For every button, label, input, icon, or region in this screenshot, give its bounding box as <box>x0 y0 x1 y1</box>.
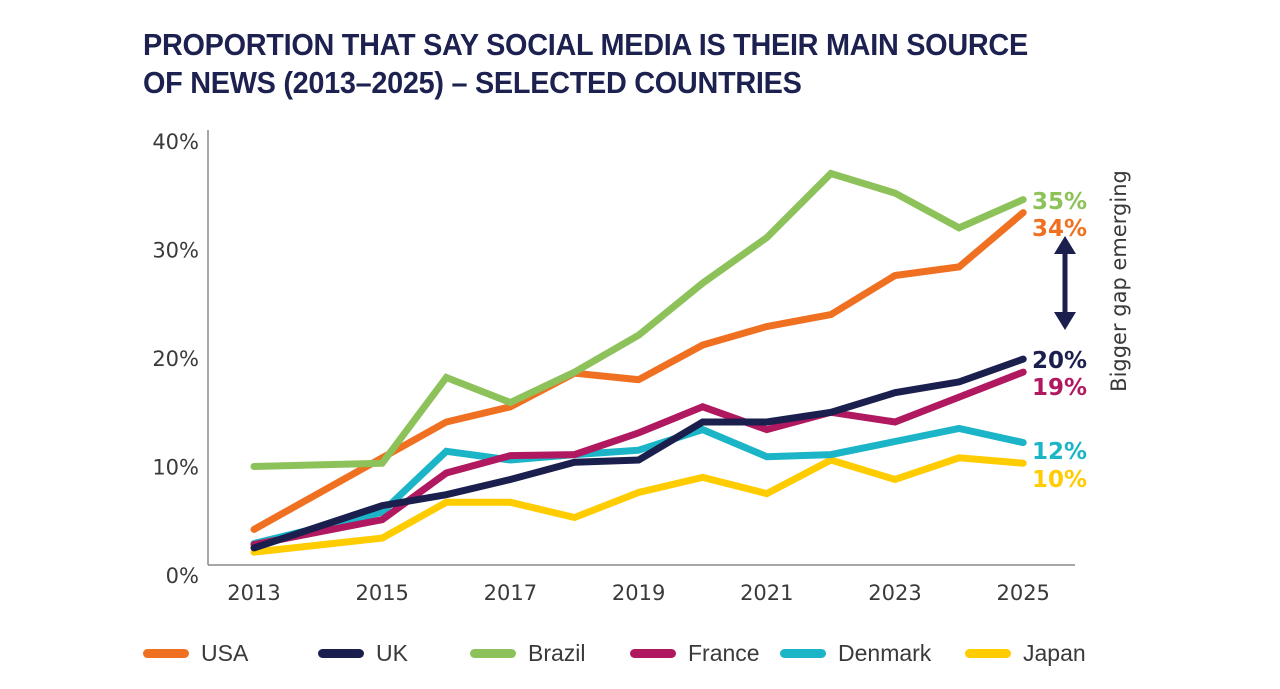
legend-label: France <box>688 639 760 666</box>
legend-item-denmark: Denmark <box>780 636 931 670</box>
gap-annotation-text: Bigger gap emerging <box>1107 170 1131 392</box>
legend-label: USA <box>201 639 249 666</box>
x-tick-label: 2015 <box>355 581 408 605</box>
gap-arrow-head-up-icon <box>1054 236 1076 254</box>
end-label-usa: 34% <box>1032 216 1087 242</box>
end-label-brazil: 35% <box>1032 189 1087 215</box>
legend-item-japan: Japan <box>965 636 1086 670</box>
y-tick-label: 30% <box>152 239 199 263</box>
legend-item-usa: USA <box>143 636 248 670</box>
y-tick-label: 0% <box>166 564 199 588</box>
legend-label: Japan <box>1023 639 1086 666</box>
y-tick-label: 10% <box>152 456 199 480</box>
y-axis-ticks: 0% 10% 20% 30% 40% <box>152 130 199 588</box>
x-axis-ticks: 2013 2015 2017 2019 2021 2023 2025 <box>227 581 1050 605</box>
y-tick-label: 20% <box>152 347 199 371</box>
legend-item-uk: UK <box>318 636 408 670</box>
x-tick-label: 2017 <box>484 581 537 605</box>
end-label-uk: 20% <box>1032 348 1087 374</box>
legend: USA UK Brazil France Denmark Japan <box>0 636 1280 670</box>
legend-swatch <box>965 648 1011 658</box>
x-tick-label: 2025 <box>996 581 1049 605</box>
legend-item-brazil: Brazil <box>470 636 586 670</box>
series-line-uk <box>250 355 1027 552</box>
legend-swatch <box>470 648 516 658</box>
series-line-brazil <box>250 169 1027 470</box>
legend-swatch <box>630 648 676 658</box>
legend-swatch <box>318 648 364 658</box>
series-line-japan <box>250 454 1027 556</box>
legend-item-france: France <box>630 636 760 670</box>
y-tick-label: 40% <box>152 130 199 154</box>
chart-title-line-1: PROPORTION THAT SAY SOCIAL MEDIA IS THEI… <box>143 27 1028 62</box>
chart-title-line-2: OF NEWS (2013–2025) – SELECTED COUNTRIES <box>143 65 802 100</box>
series-lines <box>250 169 1027 556</box>
end-label-denmark: 12% <box>1032 439 1087 465</box>
legend-label: UK <box>376 639 408 666</box>
legend-swatch <box>780 648 826 658</box>
legend-swatch <box>143 648 189 658</box>
axes <box>207 130 1075 566</box>
annotation: Bigger gap emerging <box>1054 170 1131 392</box>
end-label-france: 19% <box>1032 375 1087 401</box>
x-tick-label: 2013 <box>227 581 280 605</box>
x-tick-label: 2019 <box>612 581 665 605</box>
series-line-usa <box>250 209 1027 533</box>
series-line-france <box>250 368 1027 549</box>
gap-arrow-head-down-icon <box>1054 312 1076 330</box>
chart-title: PROPORTION THAT SAY SOCIAL MEDIA IS THEI… <box>143 26 1110 102</box>
series-line-denmark <box>250 424 1027 547</box>
legend-label: Denmark <box>838 639 932 666</box>
x-tick-label: 2021 <box>740 581 793 605</box>
legend-label: Brazil <box>528 639 586 666</box>
x-tick-label: 2023 <box>868 581 921 605</box>
end-label-japan: 10% <box>1032 467 1087 493</box>
end-labels: 34% 20% 35% 19% 12%10% <box>1032 189 1087 493</box>
